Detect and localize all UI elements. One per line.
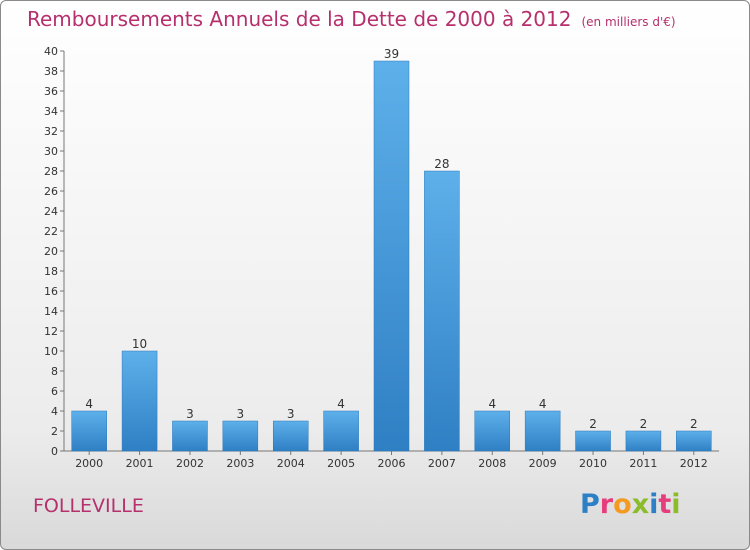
chart-bars: 4 10 3 3 3 4 39 28 4 4 2 2 2 xyxy=(71,47,712,452)
data-label-2005: 4 xyxy=(337,397,345,411)
x-tick-label-2000: 2000 xyxy=(75,457,103,470)
x-tick-label-2003: 2003 xyxy=(226,457,254,470)
bar-2010 xyxy=(575,430,611,452)
x-tick-label-2006: 2006 xyxy=(378,457,406,470)
y-tick-label: 14 xyxy=(44,305,58,318)
chart-title: Remboursements Annuels de la Dette de 20… xyxy=(27,7,676,31)
data-label-2011: 2 xyxy=(640,417,648,431)
bar-2003 xyxy=(222,420,259,452)
y-tick-label: 40 xyxy=(44,45,58,58)
y-tick-label: 34 xyxy=(44,105,58,118)
logo-letter: i xyxy=(649,489,659,520)
bar-2009 xyxy=(524,410,561,452)
data-label-2007: 28 xyxy=(434,157,449,171)
y-tick-label: 2 xyxy=(51,425,58,438)
x-tick-label-2001: 2001 xyxy=(126,457,154,470)
y-tick-label: 12 xyxy=(44,325,58,338)
y-tick-label: 10 xyxy=(44,345,58,358)
data-label-2003: 3 xyxy=(237,407,245,421)
bar-2002 xyxy=(172,420,208,452)
bar-2000 xyxy=(71,410,107,452)
bar-2011 xyxy=(625,430,662,452)
x-tick-label-2007: 2007 xyxy=(428,457,456,470)
y-tick-label: 20 xyxy=(44,245,58,258)
y-tick-label: 32 xyxy=(44,125,58,138)
logo-letter: x xyxy=(631,489,650,520)
x-tick-label-2005: 2005 xyxy=(327,457,355,470)
data-label-2000: 4 xyxy=(85,397,93,411)
data-label-2002: 3 xyxy=(186,407,194,421)
y-tick-label: 6 xyxy=(51,385,58,398)
x-axis-labels: 2000 2001 2002 2003 2004 2005 2006 2007 2008 2009… xyxy=(75,451,708,470)
bar-2012 xyxy=(676,430,712,452)
data-label-2001: 10 xyxy=(132,337,147,351)
y-tick-label: 18 xyxy=(44,265,58,278)
logo-letter: o xyxy=(613,489,632,520)
data-label-2008: 4 xyxy=(488,397,496,411)
commune-name: FOLLEVILLE xyxy=(33,495,144,517)
y-tick-label: 26 xyxy=(44,185,58,198)
x-tick-label-2008: 2008 xyxy=(478,457,506,470)
logo-letter: i xyxy=(671,489,681,520)
data-label-2004: 3 xyxy=(287,407,295,421)
x-tick-label-2011: 2011 xyxy=(629,457,657,470)
x-tick-label-2009: 2009 xyxy=(529,457,557,470)
y-tick-label: 4 xyxy=(51,405,58,418)
y-tick-label: 28 xyxy=(44,165,58,178)
chart-title-text: Remboursements Annuels de la Dette de 20… xyxy=(27,7,572,31)
data-label-2009: 4 xyxy=(539,397,547,411)
y-tick-label: 22 xyxy=(44,225,58,238)
bar-2001 xyxy=(121,350,158,452)
y-tick-label: 0 xyxy=(51,445,58,458)
y-tick-label: 30 xyxy=(44,145,58,158)
x-tick-label-2012: 2012 xyxy=(680,457,708,470)
y-tick-label: 24 xyxy=(44,205,58,218)
data-label-2012: 2 xyxy=(690,417,698,431)
data-label-2010: 2 xyxy=(589,417,597,431)
y-tick-label: 8 xyxy=(51,365,58,378)
logo-letter: P xyxy=(580,489,600,520)
bar-2005 xyxy=(323,410,359,452)
x-tick-label-2010: 2010 xyxy=(579,457,607,470)
data-label-2006: 39 xyxy=(384,47,399,61)
y-tick-label: 38 xyxy=(44,65,58,78)
logo-letter: t xyxy=(658,489,672,520)
y-tick-label: 36 xyxy=(44,85,58,98)
x-tick-label-2002: 2002 xyxy=(176,457,204,470)
chart-unit: (en milliers d'€) xyxy=(581,15,676,29)
bar-2008 xyxy=(474,410,511,452)
bar-2007 xyxy=(424,170,460,452)
logo-letter: r xyxy=(599,489,614,520)
bar-2004 xyxy=(272,420,309,452)
proxiti-logo: Proxiti xyxy=(580,489,681,520)
x-tick-label-2004: 2004 xyxy=(277,457,305,470)
bar-2006 xyxy=(373,60,410,452)
y-tick-label: 16 xyxy=(44,285,58,298)
